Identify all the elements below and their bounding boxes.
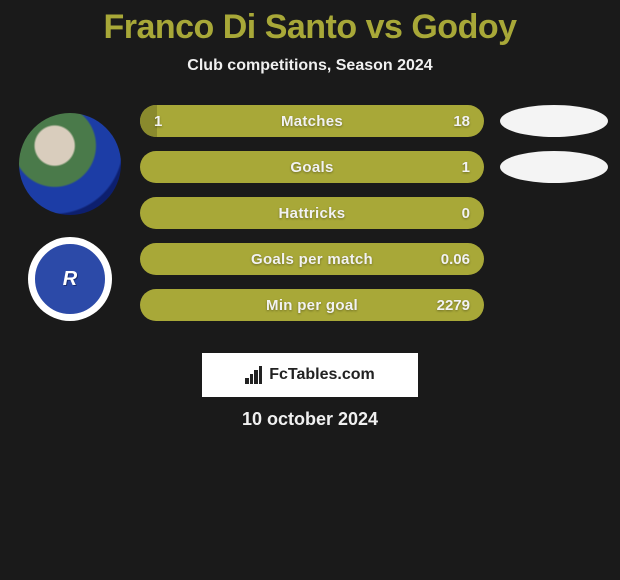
stat-row: Min per goal 2279	[140, 289, 620, 321]
stat-bar: Goals 1	[140, 151, 484, 183]
subtitle: Club competitions, Season 2024	[0, 57, 620, 75]
brand-box: FcTables.com	[202, 353, 418, 397]
stat-bar: Goals per match 0.06	[140, 243, 484, 275]
stat-label: Goals per match	[251, 251, 373, 268]
stat-bar: Hattricks 0	[140, 197, 484, 229]
stat-bar: 1 Matches 18	[140, 105, 484, 137]
bar-chart-icon	[245, 366, 263, 384]
left-column: R	[10, 105, 130, 321]
stat-value-right: 18	[453, 113, 470, 130]
brand-text: FcTables.com	[269, 366, 375, 384]
club-logo: R	[28, 237, 112, 321]
stat-row: Goals 1	[140, 151, 620, 183]
club-logo-text: R	[35, 244, 105, 314]
stat-label: Goals	[290, 159, 333, 176]
stat-value-right: 1	[462, 159, 470, 176]
stat-label: Matches	[281, 113, 343, 130]
stat-value-right: 2279	[437, 297, 470, 314]
stat-value-right: 0.06	[441, 251, 470, 268]
stat-value-left: 1	[154, 113, 162, 130]
stat-row: Hattricks 0	[140, 197, 620, 229]
comparison-ellipse	[500, 151, 608, 183]
comparison-ellipse	[500, 105, 608, 137]
main-region: R 1 Matches 18 Goals 1 Hattricks 0 Goals per ma…	[0, 105, 620, 335]
stat-row: Goals per match 0.06	[140, 243, 620, 275]
stat-label: Min per goal	[266, 297, 358, 314]
stat-bars: 1 Matches 18 Goals 1 Hattricks 0 Goals per matc…	[130, 105, 620, 335]
stat-row: 1 Matches 18	[140, 105, 620, 137]
player-avatar	[19, 113, 121, 215]
comparison-title: Franco Di Santo vs Godoy	[0, 8, 620, 47]
stat-bar: Min per goal 2279	[140, 289, 484, 321]
as-of-date: 10 october 2024	[0, 409, 620, 430]
stat-label: Hattricks	[279, 205, 346, 222]
stat-value-right: 0	[462, 205, 470, 222]
